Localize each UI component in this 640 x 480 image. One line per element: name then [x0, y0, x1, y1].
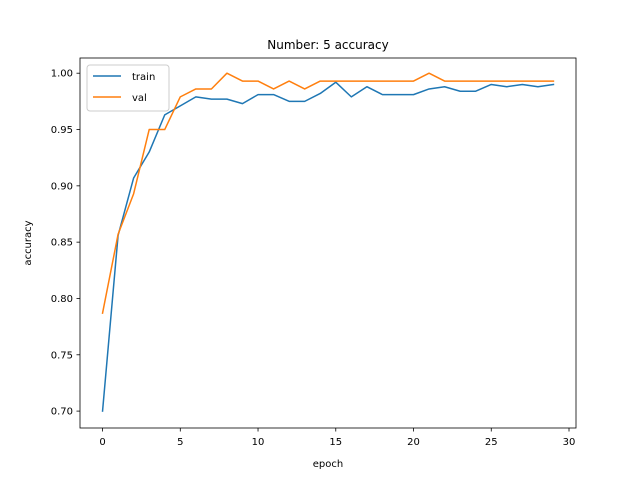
axes-frame: [79, 57, 577, 429]
legend-box: [86, 64, 170, 112]
x-axis-ticks: 0 5 10 15 20 25 30: [99, 428, 575, 448]
y-tick-label: 0.70: [51, 407, 73, 418]
legend-label-train: train: [132, 72, 155, 83]
y-axis-label: accuracy: [23, 220, 34, 265]
y-axis-ticks: 0.70 0.75 0.80 0.85 0.90 0.95 1.00: [51, 69, 80, 418]
chart-title: Number: 5 accuracy: [267, 38, 388, 52]
y-tick-label: 0.95: [51, 125, 73, 136]
plot-area: 0 5 10 15 20 25 30 0.70 0.75 0.80 0.85 0.90 0.95 1.0…: [51, 57, 577, 448]
y-tick-label: 0.90: [51, 181, 73, 192]
y-tick-label: 1.00: [51, 69, 73, 80]
series-lines: [101, 72, 555, 412]
series-line-val: [101, 72, 555, 314]
y-tick-label: 0.85: [51, 238, 73, 249]
legend: train val: [86, 64, 170, 112]
x-tick-label: 5: [177, 437, 183, 448]
x-axis-label: epoch: [313, 459, 343, 470]
x-tick-label: 25: [485, 437, 498, 448]
x-tick-label: 10: [252, 437, 265, 448]
x-tick-label: 15: [329, 437, 342, 448]
x-tick-label: 20: [407, 437, 420, 448]
x-tick-label: 0: [99, 437, 105, 448]
y-tick-label: 0.80: [51, 294, 73, 305]
series-line-train: [101, 81, 555, 412]
legend-label-val: val: [132, 93, 147, 104]
x-tick-label: 30: [563, 437, 576, 448]
y-tick-label: 0.75: [51, 350, 73, 361]
